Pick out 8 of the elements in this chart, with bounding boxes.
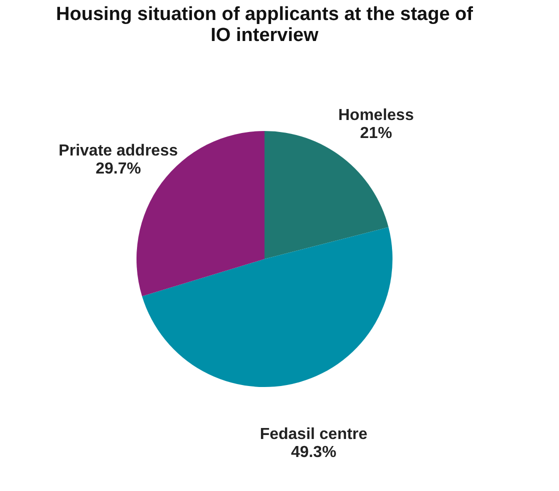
data-label: 29.7%	[96, 160, 141, 178]
slice-label: Fedasil centre	[260, 426, 368, 444]
pie-slice	[142, 227, 392, 387]
data-label: 49.3%	[290, 444, 336, 462]
chart-title: Housing situation of applicants at the stage of IO interview	[56, 4, 474, 46]
slice-label: Homeless	[338, 107, 414, 124]
slice-label: Private address	[58, 142, 178, 160]
data-label: 21%	[360, 125, 392, 142]
